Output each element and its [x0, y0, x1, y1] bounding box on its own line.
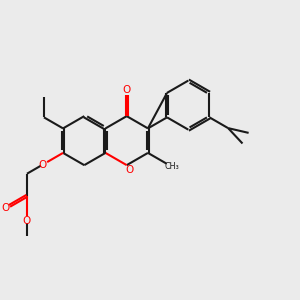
Text: O: O [23, 216, 31, 226]
Text: O: O [123, 85, 131, 95]
Text: CH₃: CH₃ [165, 162, 179, 171]
Text: O: O [125, 165, 134, 175]
Text: O: O [1, 203, 9, 213]
Text: O: O [39, 160, 47, 170]
